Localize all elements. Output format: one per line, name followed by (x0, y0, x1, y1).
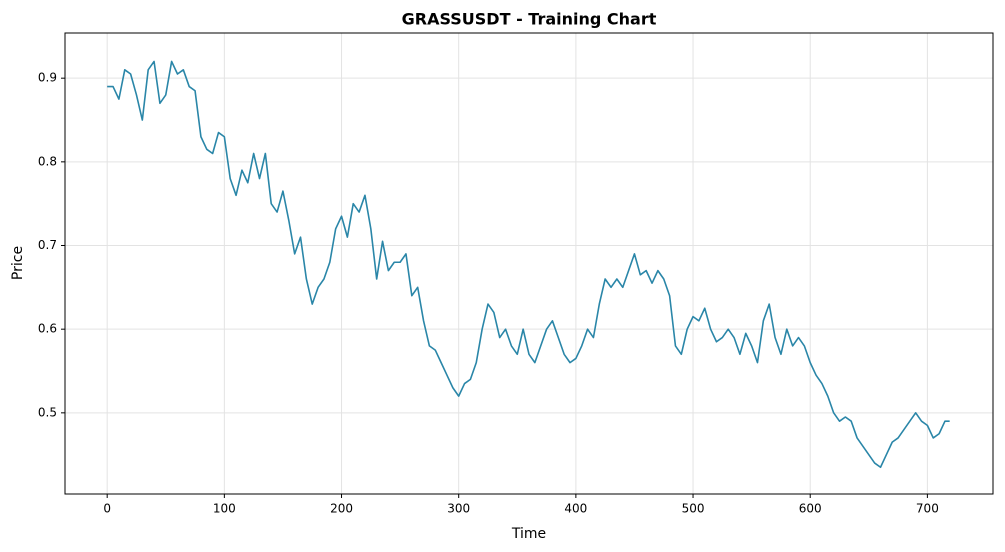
x-tick-label: 200 (330, 502, 353, 516)
y-tick-label: 0.5 (38, 405, 57, 419)
y-axis-label: Price (10, 246, 26, 280)
price-line (107, 60, 950, 469)
chart-title: GRASSUSDT - Training Chart (402, 10, 657, 29)
y-tick-label: 0.9 (38, 71, 57, 85)
x-tick-label: 300 (447, 502, 470, 516)
x-tick-label: 500 (682, 502, 705, 516)
x-tick-label: 100 (213, 502, 236, 516)
y-tick-label: 0.6 (38, 322, 57, 336)
y-tick-label: 0.8 (38, 154, 57, 168)
y-tick-label: 0.7 (38, 238, 57, 252)
x-tick-label: 0 (103, 502, 111, 516)
x-tick-label: 700 (916, 502, 939, 516)
x-tick-label: 600 (799, 502, 822, 516)
plot-frame (64, 32, 994, 495)
x-axis-label: Time (511, 526, 546, 542)
x-tick-label: 400 (564, 502, 587, 516)
